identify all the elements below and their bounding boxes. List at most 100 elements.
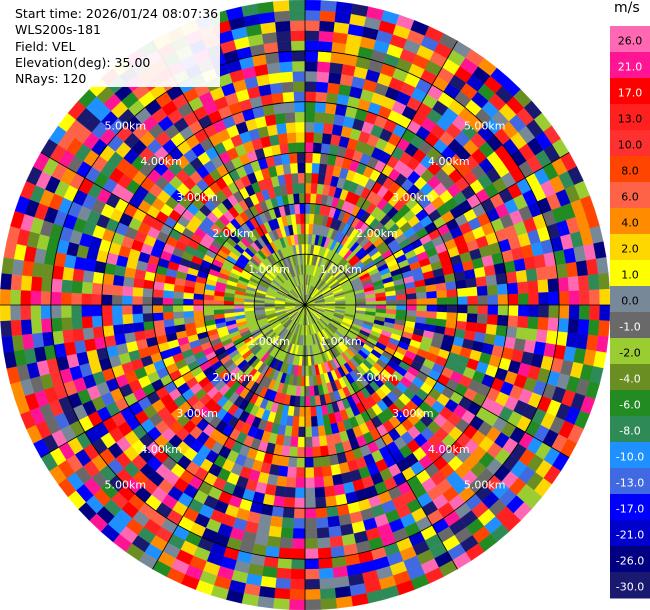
- velocity-gate: [293, 193, 300, 205]
- colorbar-tick-label: -6.0: [619, 398, 640, 411]
- velocity-gate: [72, 328, 85, 342]
- colorbar-tick-label: -2.0: [619, 346, 640, 359]
- velocity-gate: [332, 31, 349, 45]
- velocity-gate: [505, 271, 518, 284]
- ring-label: 1.00km: [320, 335, 362, 348]
- velocity-gate: [261, 565, 278, 579]
- velocity-gate: [587, 319, 600, 336]
- velocity-gate: [193, 304, 204, 312]
- velocity-gate: [295, 213, 301, 225]
- velocity-gate: [518, 304, 529, 317]
- azimuth-spoke: [304, 40, 458, 306]
- velocity-gate: [21, 260, 35, 277]
- velocity-gate: [328, 525, 342, 538]
- colorbar-swatch: [610, 520, 650, 547]
- velocity-gate: [91, 315, 103, 328]
- velocity-gate: [304, 497, 316, 509]
- velocity-gate: [304, 396, 311, 407]
- velocity-gate: [298, 182, 306, 194]
- velocity-gate: [320, 455, 331, 467]
- velocity-gate: [290, 568, 306, 580]
- velocity-gate: [30, 276, 43, 292]
- velocity-gate: [497, 304, 509, 316]
- velocity-gate: [266, 124, 279, 137]
- velocity-gate: [446, 288, 458, 298]
- velocity-gate: [311, 172, 319, 184]
- velocity-gate: [10, 289, 21, 306]
- velocity-gate: [567, 318, 580, 334]
- velocity-gate: [142, 312, 154, 323]
- velocity-gate: [213, 300, 224, 306]
- velocity-gate: [316, 517, 329, 529]
- ring-label: 4.00km: [428, 443, 470, 456]
- velocity-gate: [426, 297, 438, 306]
- velocity-gate: [62, 329, 75, 344]
- velocity-gate: [406, 298, 417, 306]
- velocity-gate: [274, 587, 291, 600]
- velocity-gate: [283, 101, 296, 114]
- velocity-gate: [446, 296, 458, 306]
- colorbar-swatch: [610, 208, 650, 235]
- velocity-gate: [456, 287, 468, 298]
- velocity-gate: [213, 309, 225, 315]
- velocity-gate: [304, 416, 312, 428]
- velocity-gate: [355, 301, 367, 306]
- velocity-gate: [288, 152, 298, 164]
- velocity-gate: [282, 163, 292, 175]
- velocity-gate: [319, 20, 335, 33]
- velocity-gate: [294, 487, 306, 499]
- colorbar-tick-label: 1.0: [621, 268, 639, 281]
- velocity-gate: [375, 304, 387, 310]
- colorbar-swatch: [610, 52, 650, 79]
- velocity-gate: [233, 304, 245, 309]
- velocity-gate: [466, 286, 478, 297]
- velocity-gate: [71, 280, 83, 294]
- velocity-gate: [319, 577, 335, 590]
- velocity-gate: [268, 72, 282, 85]
- velocity-gate: [183, 310, 194, 318]
- scan-info-panel: Start time: 2026/01/24 08:07:36 WLS200s-…: [13, 6, 221, 88]
- velocity-gate: [72, 268, 85, 282]
- velocity-gate: [335, 596, 353, 609]
- velocity-gate: [162, 311, 174, 321]
- ring-label: 2.00km: [212, 371, 254, 384]
- velocity-gate: [304, 223, 310, 235]
- velocity-gate: [304, 91, 317, 103]
- velocity-gate: [457, 296, 468, 306]
- azimuth-spoke: [304, 304, 458, 570]
- velocity-gate: [292, 528, 306, 539]
- velocity-gate: [457, 304, 468, 314]
- ring-label: 5.00km: [464, 119, 506, 132]
- velocity-gate: [312, 446, 322, 458]
- velocity-gate: [507, 282, 519, 295]
- velocity-gate: [292, 60, 306, 72]
- velocity-gate: [557, 277, 570, 292]
- velocity-gate: [266, 535, 281, 548]
- colorbar-tick-label: 6.0: [621, 190, 639, 203]
- velocity-gate: [193, 310, 205, 317]
- velocity-gate: [122, 276, 135, 288]
- velocity-gate: [280, 71, 294, 83]
- velocity-gate: [304, 71, 318, 82]
- velocity-gate: [30, 290, 42, 306]
- velocity-gate: [60, 304, 72, 318]
- ring-label: 5.00km: [104, 479, 146, 492]
- velocity-gate: [304, 101, 316, 113]
- velocity-gate: [322, 475, 334, 488]
- colorbar-swatch: [610, 156, 650, 183]
- velocity-gate: [487, 294, 499, 306]
- velocity-gate: [102, 325, 115, 337]
- velocity-gate: [277, 40, 292, 53]
- ring-label: 4.00km: [428, 155, 470, 168]
- velocity-gate: [292, 183, 300, 194]
- ring-label: 4.00km: [140, 443, 182, 456]
- velocity-gate: [31, 261, 45, 278]
- velocity-gate: [281, 517, 294, 529]
- velocity-gate: [477, 304, 489, 315]
- ring-label: 3.00km: [392, 191, 434, 204]
- velocity-gate: [495, 273, 508, 285]
- velocity-gate: [62, 266, 75, 281]
- velocity-gate: [289, 10, 306, 21]
- velocity-gate: [395, 294, 407, 301]
- velocity-gate: [416, 292, 427, 300]
